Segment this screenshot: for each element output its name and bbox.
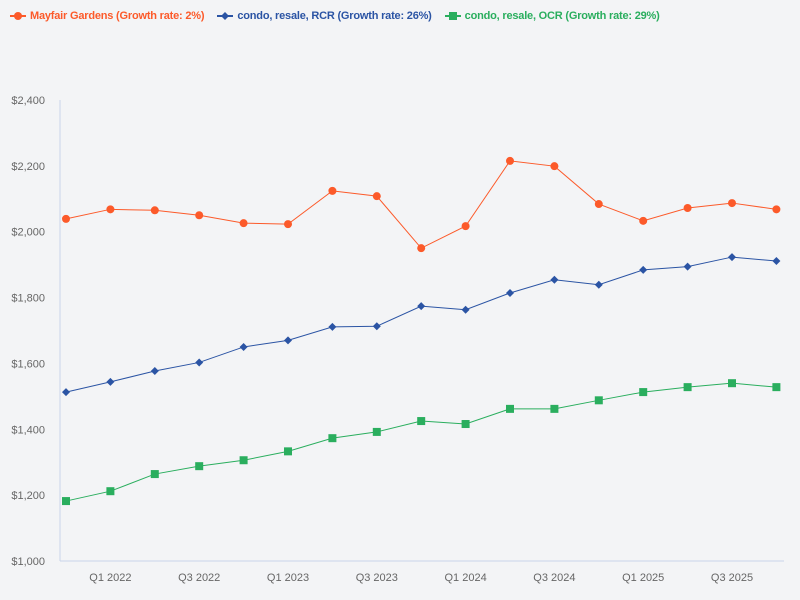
data-point: [239, 456, 248, 465]
data-point: [506, 156, 514, 165]
data-point: [506, 288, 514, 297]
square-marker-icon: [444, 12, 461, 20]
data-point: [372, 427, 381, 436]
data-point: [239, 342, 248, 351]
data-point: [328, 322, 337, 331]
y-tick-label: $2,400: [11, 95, 45, 107]
y-tick-label: $2,000: [11, 227, 45, 239]
x-tick-label: Q1 2023: [267, 572, 309, 584]
x-tick-label: Q1 2022: [89, 572, 131, 584]
data-point: [683, 383, 692, 392]
data-point: [328, 434, 337, 443]
data-point: [639, 216, 648, 225]
data-point: [728, 379, 736, 388]
data-point: [195, 211, 204, 220]
x-tick-label: Q1 2024: [444, 572, 486, 584]
legend-label: Mayfair Gardens (Growth rate: 2%): [30, 10, 205, 22]
data-point: [417, 244, 426, 253]
x-tick-label: Q3 2022: [178, 572, 220, 584]
legend-item-ocr[interactable]: condo, resale, OCR (Growth rate: 29%): [444, 10, 660, 22]
data-point: [150, 206, 159, 215]
y-tick-label: $1,800: [11, 293, 45, 305]
data-point: [106, 377, 115, 386]
legend-item-mayfair[interactable]: Mayfair Gardens (Growth rate: 2%): [10, 10, 205, 22]
diamond-marker-icon: [217, 12, 234, 20]
data-point: [62, 497, 70, 506]
legend: Mayfair Gardens (Growth rate: 2%) condo,…: [10, 10, 660, 22]
x-tick-label: Q3 2024: [533, 572, 575, 584]
legend-label: condo, resale, OCR (Growth rate: 29%): [464, 10, 660, 22]
x-tick-label: Q3 2023: [356, 572, 398, 584]
y-tick-label: $2,200: [11, 161, 45, 173]
y-tick-label: $1,000: [11, 556, 45, 568]
circle-marker-icon: [10, 12, 26, 20]
y-tick-label: $1,400: [11, 424, 45, 436]
data-point: [772, 205, 781, 214]
data-point: [284, 336, 292, 345]
y-tick-label: $1,600: [11, 358, 45, 370]
data-point: [683, 204, 692, 213]
data-point: [772, 383, 781, 392]
data-point: [106, 487, 115, 496]
data-point: [594, 280, 603, 289]
data-point: [594, 200, 603, 209]
data-point: [417, 417, 426, 426]
data-point: [550, 275, 559, 284]
data-point: [639, 388, 648, 397]
data-point: [328, 186, 337, 195]
data-point: [284, 220, 292, 229]
data-point: [683, 262, 692, 271]
legend-label: condo, resale, RCR (Growth rate: 26%): [237, 10, 432, 22]
series-line: [65, 256, 777, 393]
legend-item-rcr[interactable]: condo, resale, RCR (Growth rate: 26%): [217, 10, 432, 22]
data-point: [461, 222, 470, 231]
data-point: [106, 205, 115, 214]
data-point: [372, 192, 381, 201]
data-point: [550, 404, 559, 413]
x-tick-label: Q1 2025: [622, 572, 664, 584]
data-point: [594, 396, 603, 405]
data-point: [150, 367, 159, 376]
data-point: [195, 462, 204, 471]
series-line: [65, 382, 777, 502]
data-point: [150, 470, 159, 479]
data-point: [62, 388, 70, 397]
x-tick-label: Q3 2025: [711, 572, 753, 584]
data-point: [239, 219, 248, 228]
data-point: [728, 253, 736, 262]
data-point: [461, 420, 470, 429]
data-point: [461, 305, 470, 314]
series-line: [65, 160, 777, 249]
data-point: [372, 322, 381, 331]
data-point: [506, 404, 514, 413]
data-point: [550, 162, 559, 171]
y-tick-label: $1,200: [11, 490, 45, 502]
data-point: [62, 214, 70, 223]
data-point: [284, 447, 292, 456]
data-point: [417, 302, 426, 311]
data-point: [639, 265, 648, 274]
data-point: [772, 257, 781, 266]
data-point: [728, 199, 736, 208]
data-point: [195, 358, 204, 367]
